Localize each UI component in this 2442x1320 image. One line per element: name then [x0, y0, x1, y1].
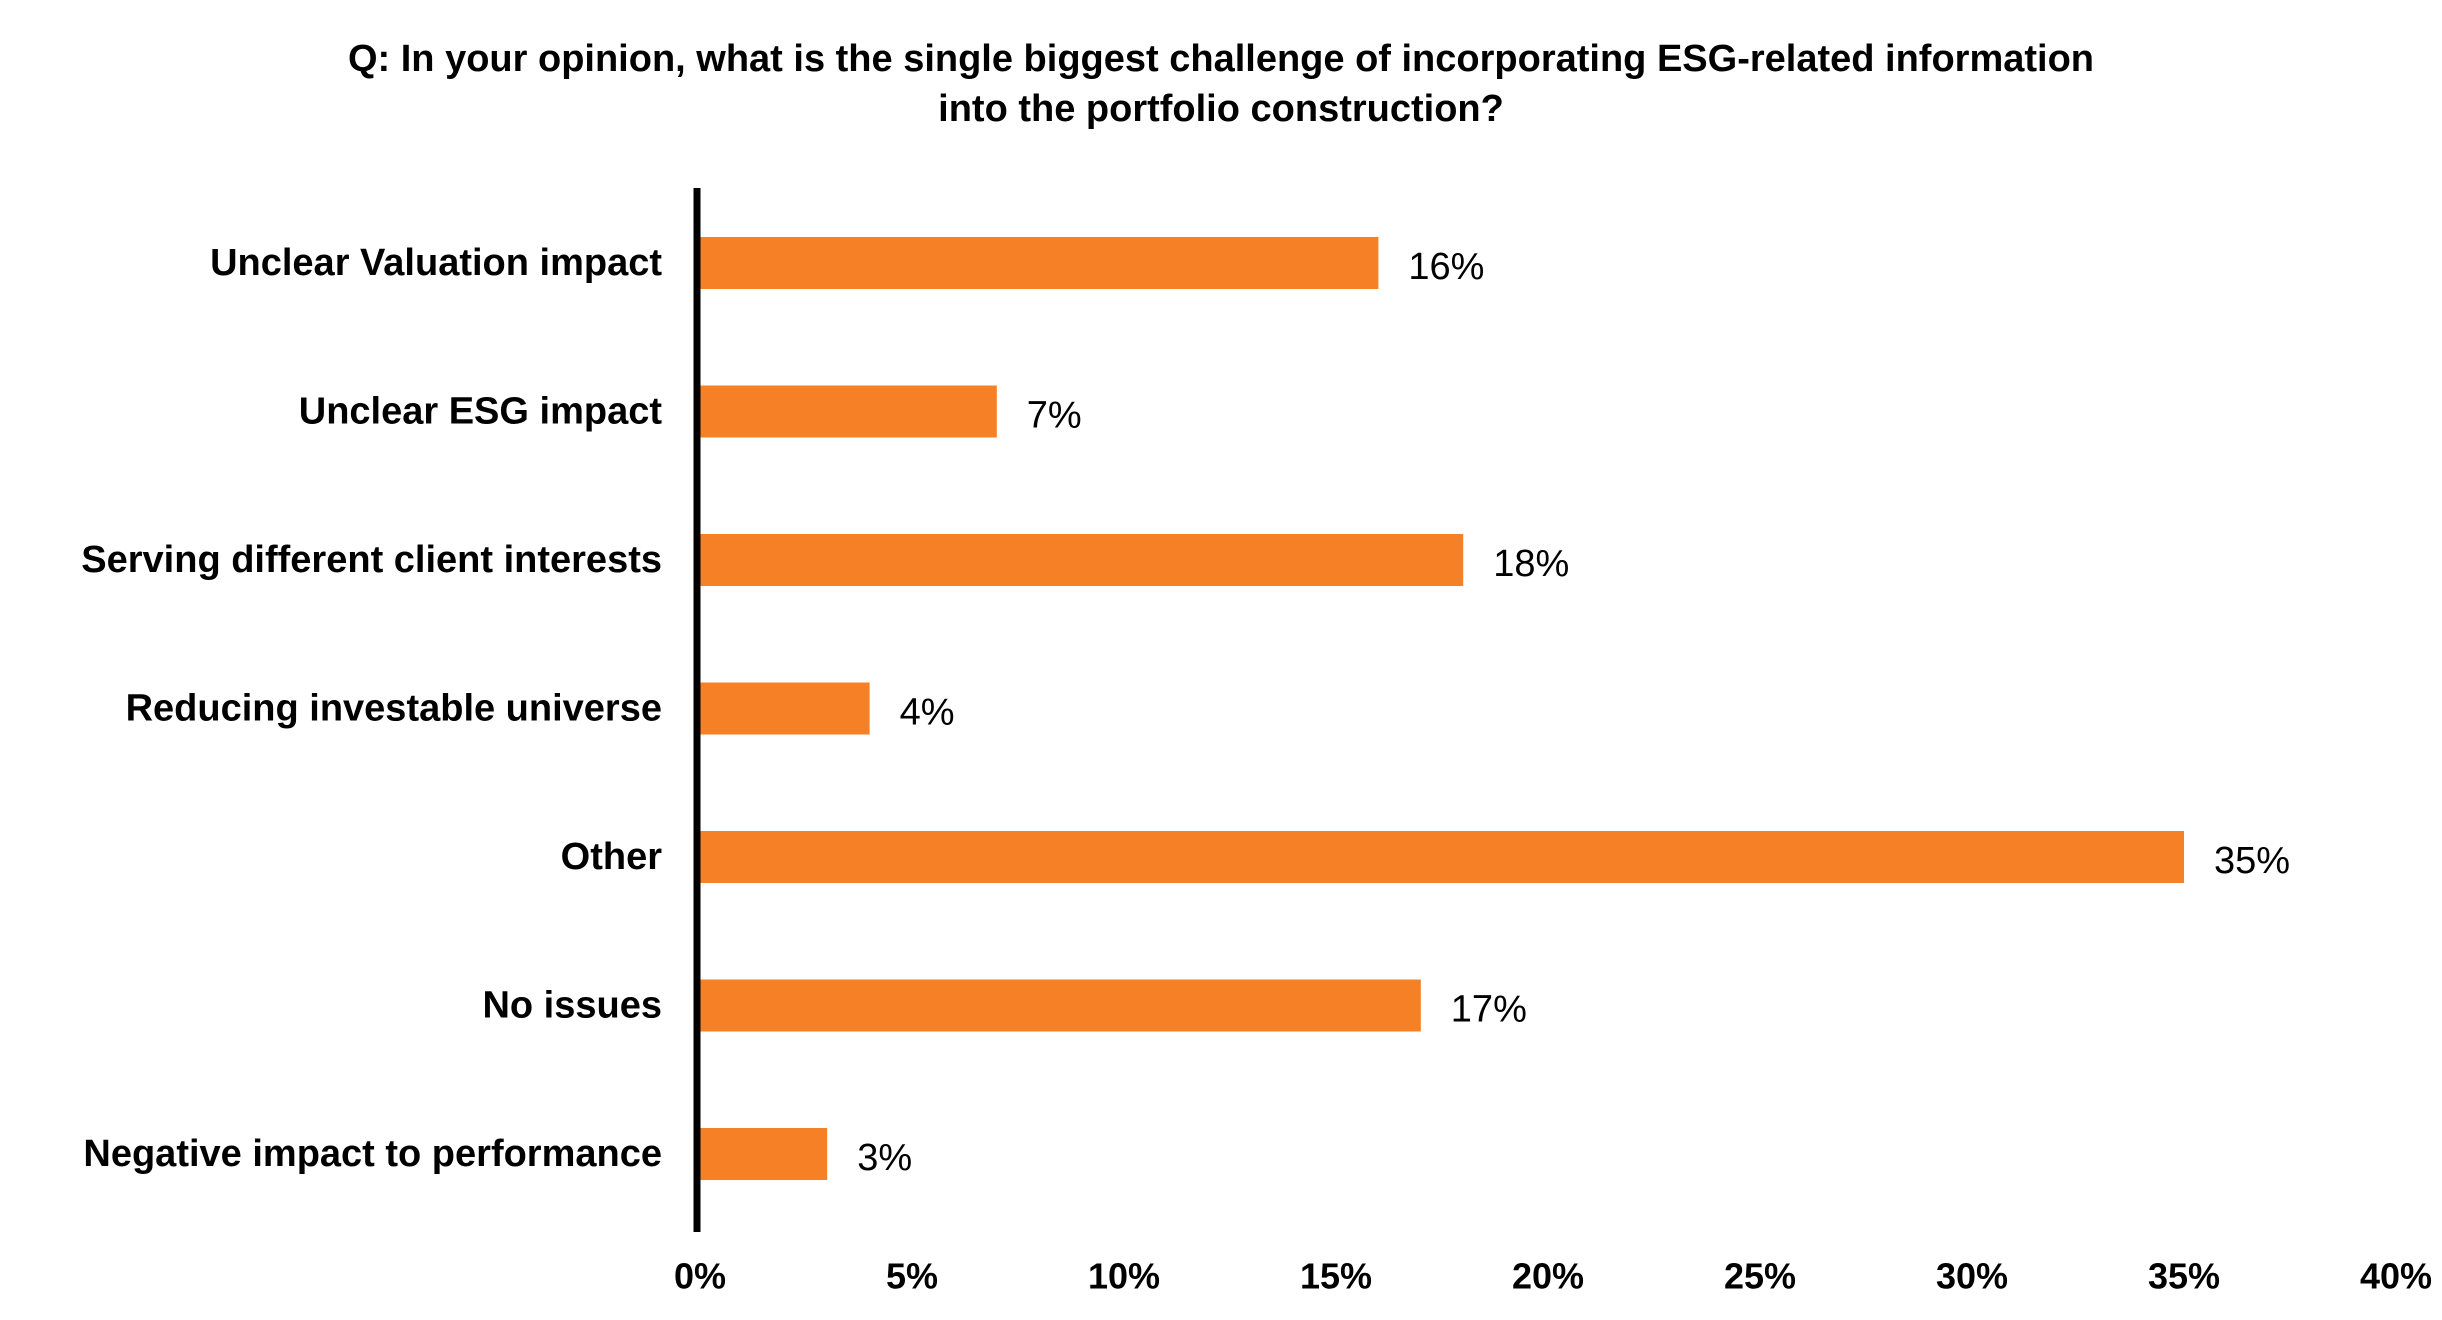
- x-tick-label-8: 40%: [2360, 1256, 2432, 1297]
- category-label-6: Negative impact to performance: [83, 1133, 662, 1175]
- value-label-1: 7%: [1027, 395, 1082, 437]
- bar-5: [700, 979, 1421, 1032]
- value-label-5: 17%: [1451, 989, 1527, 1031]
- ticks-layer: 0% 5% 10% 15% 20% 25% 30% 35% 40%: [674, 1256, 2432, 1297]
- chart-title: Q: In your opinion, what is the single b…: [0, 34, 2442, 134]
- value-label-4: 35%: [2214, 840, 2290, 882]
- category-label-5: No issues: [482, 985, 662, 1027]
- x-tick-label-1: 5%: [886, 1256, 938, 1297]
- chart-title-line-2: into the portfolio construction?: [938, 88, 1504, 130]
- value-label-6: 3%: [857, 1137, 912, 1179]
- x-tick-label-2: 10%: [1088, 1256, 1160, 1297]
- labels-layer: Unclear Valuation impact 16% Unclear ESG i…: [81, 242, 2290, 1179]
- bar-1: [700, 385, 997, 438]
- x-tick-label-0: 0%: [674, 1256, 726, 1297]
- chart-title-line-1: Q: In your opinion, what is the single b…: [347, 38, 2094, 80]
- value-label-0: 16%: [1408, 246, 1484, 288]
- category-label-2: Serving different client interests: [81, 539, 662, 581]
- x-tick-label-4: 20%: [1512, 1256, 1584, 1297]
- x-tick-label-5: 25%: [1724, 1256, 1796, 1297]
- value-label-3: 4%: [900, 692, 955, 734]
- bar-6: [700, 1128, 828, 1180]
- x-tick-label-3: 15%: [1300, 1256, 1372, 1297]
- category-label-3: Reducing investable universe: [126, 688, 662, 730]
- x-tick-label-6: 30%: [1936, 1256, 2008, 1297]
- category-label-0: Unclear Valuation impact: [210, 242, 662, 284]
- category-label-1: Unclear ESG impact: [299, 391, 663, 433]
- value-label-2: 18%: [1493, 543, 1569, 585]
- bar-4: [700, 831, 2184, 883]
- bar-3: [700, 682, 870, 735]
- x-tick-label-7: 35%: [2148, 1256, 2220, 1297]
- bar-0: [700, 237, 1379, 289]
- bar-2: [700, 534, 1464, 586]
- bars-layer: [700, 237, 2184, 1180]
- category-label-4: Other: [561, 836, 663, 878]
